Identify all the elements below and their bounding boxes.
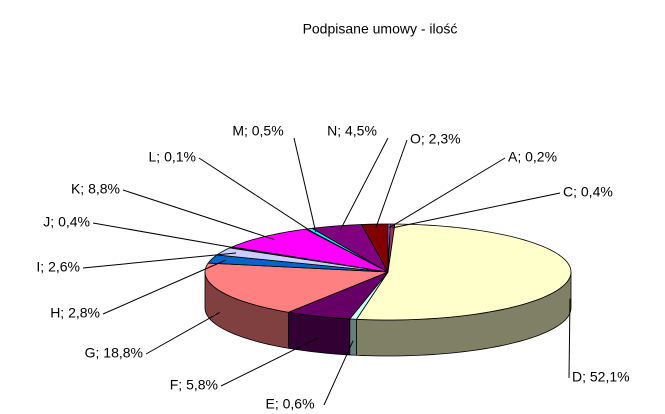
leader-line: [122, 189, 275, 240]
leader-line: [392, 192, 561, 229]
data-label: K; 8,8%: [71, 181, 120, 197]
leader-line: [388, 157, 506, 229]
slice: [361, 223, 389, 273]
leader-line: [92, 222, 244, 250]
data-label: E; 0,6%: [265, 396, 314, 412]
data-label: F; 5,8%: [170, 377, 218, 393]
leader-line: [82, 252, 237, 269]
slice: [288, 271, 389, 320]
slice: [356, 223, 572, 321]
leader-line: [198, 157, 314, 233]
data-label: N; 4,5%: [327, 123, 377, 139]
leader-line: [340, 137, 389, 230]
data-label: D; 52,1%: [572, 369, 630, 385]
slice: [311, 224, 389, 273]
slice: [204, 262, 389, 313]
data-label: J; 0,4%: [43, 214, 90, 230]
leader-line: [102, 259, 227, 315]
data-label: H; 2,8%: [50, 305, 100, 321]
data-label: A; 0,2%: [508, 149, 557, 165]
leader-line: [293, 137, 317, 233]
chart-title: Podpisane umowy - ilość: [303, 21, 458, 37]
leader-line: [220, 337, 319, 387]
data-label: G; 18,8%: [85, 345, 143, 361]
data-label: I; 2,6%: [36, 259, 80, 275]
data-label: O; 2,3%: [410, 131, 461, 147]
leader-line: [323, 340, 354, 406]
leader-line: [375, 139, 408, 229]
data-label: C; 0,4%: [563, 184, 613, 200]
leader-line: [145, 312, 220, 355]
data-label: L; 0,1%: [149, 149, 196, 165]
data-label: M; 0,5%: [232, 123, 283, 139]
leader-line: [568, 298, 571, 379]
slice-side: [349, 318, 357, 356]
